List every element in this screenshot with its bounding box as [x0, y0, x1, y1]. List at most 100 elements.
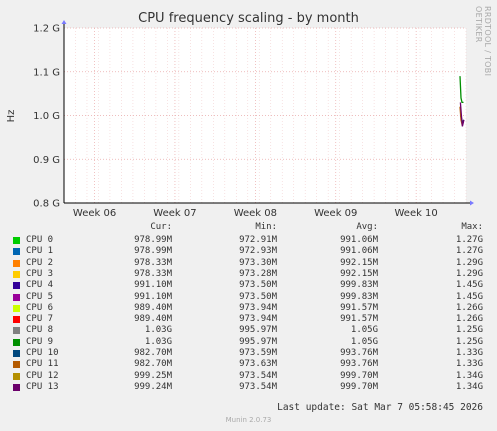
legend-row: CPU 13 999.24M 973.54M 999.70M 1.34G [0, 382, 497, 393]
legend-max-value: 1.34G [455, 370, 483, 381]
legend-max-value: 1.25G [455, 325, 483, 336]
legend-header: Cur: Min: Avg: Max: [0, 222, 497, 233]
legend-max-value: 1.26G [455, 302, 483, 313]
legend-avg-value: 993.76M [340, 359, 378, 370]
series-line [459, 102, 465, 127]
legend-series-name: CPU 2 [26, 257, 54, 268]
legend-min-value: 973.50M [239, 280, 277, 291]
y-tick-label: 1.0 G [33, 111, 60, 122]
x-tick-label: Week 07 [153, 208, 196, 219]
legend-row: CPU 8 1.03G 995.97M 1.05G 1.25G [0, 325, 497, 336]
legend-max-value: 1.25G [455, 336, 483, 347]
legend-header-avg: Avg: [356, 222, 378, 232]
legend-max-value: 1.33G [455, 359, 483, 370]
legend-min-value: 972.93M [239, 246, 277, 257]
legend-avg-value: 1.05G [350, 336, 378, 347]
y-tick-label: 0.8 G [33, 199, 60, 210]
legend-avg-value: 992.15M [340, 268, 378, 279]
legend-header-min: Min: [255, 222, 277, 232]
series-line [459, 76, 464, 104]
legend-row: CPU 11 982.70M 973.63M 993.76M 1.33G [0, 359, 497, 370]
legend-row: CPU 1 978.99M 972.93M 991.06M 1.27G [0, 246, 497, 257]
x-tick-label: Week 09 [314, 208, 357, 219]
last-update: Last update: Sat Mar 7 05:58:45 2026 [277, 402, 483, 413]
munin-version: Munin 2.0.73 [225, 416, 272, 424]
legend-cur-value: 978.99M [134, 246, 172, 257]
legend-min-value: 973.54M [239, 381, 277, 392]
legend-min-value: 973.30M [239, 257, 277, 268]
legend-series-name: CPU 9 [26, 336, 54, 347]
legend-swatch [13, 270, 20, 278]
legend-series-name: CPU 6 [26, 302, 54, 313]
legend-avg-value: 999.83M [340, 280, 378, 291]
legend-avg-value: 1.05G [350, 325, 378, 336]
legend-avg-value: 993.76M [340, 348, 378, 358]
legend-cur-value: 989.40M [134, 314, 172, 325]
legend-series-name: CPU 11 [26, 359, 59, 370]
legend-series-name: CPU 10 [26, 348, 59, 358]
legend-cur-value: 999.24M [134, 381, 172, 392]
x-tick-label: Week 06 [73, 208, 116, 219]
legend-avg-value: 991.06M [340, 246, 378, 257]
legend-series-name: CPU 7 [26, 314, 54, 325]
legend-avg-value: 991.57M [340, 314, 378, 325]
legend-row: CPU 4 991.10M 973.50M 999.83M 1.45G [0, 280, 497, 291]
legend-row: CPU 9 1.03G 995.97M 1.05G 1.25G [0, 337, 497, 348]
legend-cur-value: 978.33M [134, 257, 172, 268]
rrdtool-credit: RRDTOOL / TOBI OETIKER [474, 6, 492, 77]
legend-max-value: 1.29G [455, 257, 483, 268]
legend-avg-value: 992.15M [340, 257, 378, 268]
legend-cur-value: 999.25M [134, 370, 172, 381]
plot-area: 0.8 G 0.9 G 1.0 G 1.1 G 1.2 G Week 06 Week 07 W… [6, 20, 474, 219]
chart-title: CPU frequency scaling - by month [138, 11, 359, 26]
legend-swatch [13, 293, 20, 301]
legend-cur-value: 989.40M [134, 302, 172, 313]
legend-max-value: 1.34G [455, 381, 483, 392]
legend-max-value: 1.45G [455, 280, 483, 291]
legend-swatch [13, 327, 20, 335]
legend-cur-value: 982.70M [134, 359, 172, 370]
legend-series-name: CPU 1 [26, 246, 54, 257]
legend-min-value: 972.91M [239, 235, 277, 245]
legend-cur-value: 982.70M [134, 348, 172, 358]
legend-min-value: 973.54M [239, 370, 277, 381]
legend-swatch [13, 372, 20, 380]
legend-series-name: CPU 8 [26, 325, 54, 336]
legend-swatch [13, 259, 20, 267]
y-tick-label: 1.2 G [33, 24, 60, 35]
legend-series-name: CPU 3 [26, 268, 54, 279]
legend-min-value: 973.28M [239, 268, 277, 279]
legend-row: CPU 2 978.33M 973.30M 992.15M 1.29G [0, 258, 497, 269]
legend-avg-value: 999.70M [340, 381, 378, 392]
legend-min-value: 973.63M [239, 359, 277, 370]
legend-swatch [13, 316, 20, 324]
legend-avg-value: 991.57M [340, 302, 378, 313]
legend-row: CPU 0 978.99M 972.91M 991.06M 1.27G [0, 235, 497, 246]
legend-row: CPU 7 989.40M 973.94M 991.57M 1.26G [0, 314, 497, 325]
legend-swatch [13, 350, 20, 357]
legend-row: CPU 5 991.10M 973.50M 999.83M 1.45G [0, 292, 497, 303]
legend-min-value: 973.94M [239, 314, 277, 325]
legend-swatch [13, 248, 20, 256]
legend-series-name: CPU 4 [26, 280, 54, 291]
legend-row: CPU 3 978.33M 973.28M 992.15M 1.29G [0, 269, 497, 280]
legend-swatch [13, 338, 20, 346]
y-axis-label: Hz [6, 110, 17, 123]
legend-series-name: CPU 5 [26, 291, 54, 302]
legend-max-value: 1.29G [455, 268, 483, 279]
legend-max-value: 1.26G [455, 314, 483, 325]
legend-series-name: CPU 0 [26, 235, 54, 245]
x-tick-label: Week 10 [394, 208, 437, 219]
legend-swatch [13, 282, 20, 290]
legend-swatch [13, 383, 20, 391]
legend-avg-value: 999.70M [340, 370, 378, 381]
legend-min-value: 973.59M [239, 348, 277, 358]
legend-max-value: 1.33G [455, 348, 483, 358]
legend-cur-value: 1.03G [144, 336, 172, 347]
y-tick-label: 0.9 G [33, 155, 60, 166]
y-tick-label: 1.1 G [33, 67, 60, 78]
legend-max-value: 1.27G [455, 235, 483, 245]
x-axis-arrow [470, 200, 474, 206]
legend-swatch [13, 237, 20, 244]
legend-row: CPU 12 999.25M 973.54M 999.70M 1.34G [0, 371, 497, 382]
